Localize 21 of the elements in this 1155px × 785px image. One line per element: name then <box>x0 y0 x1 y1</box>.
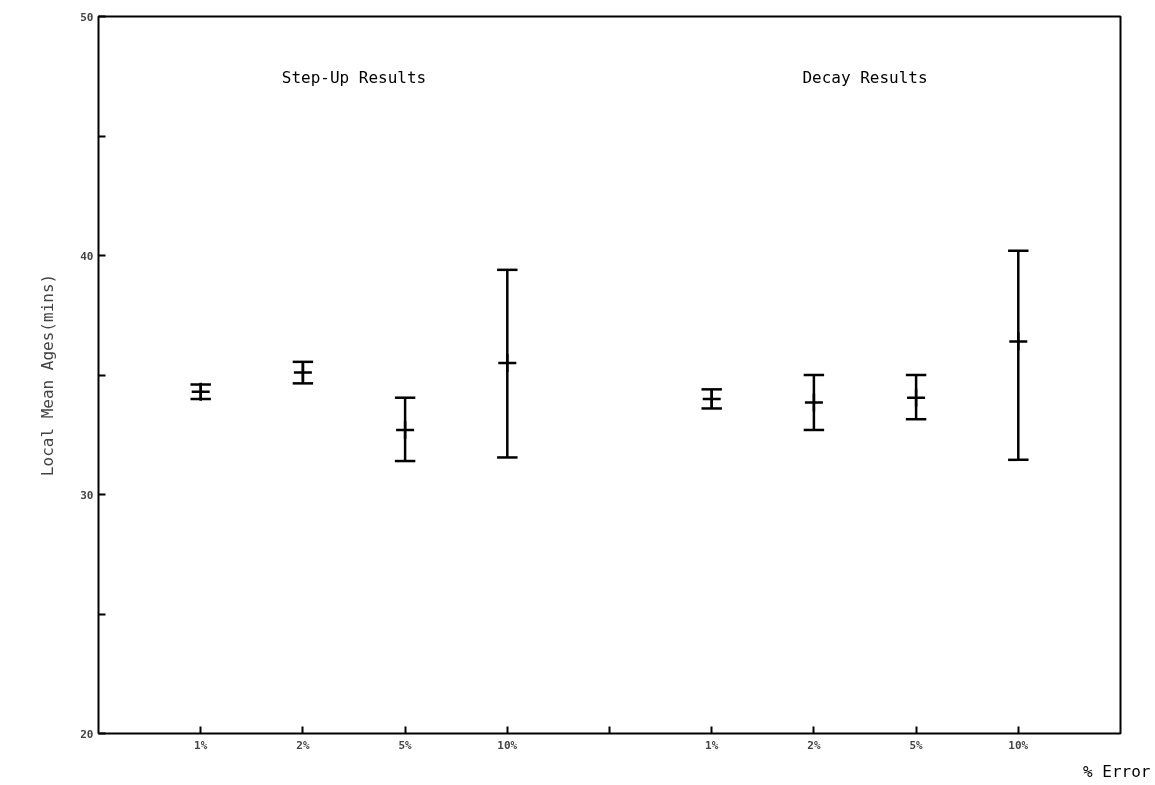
y-axis-title: Local Mean Ages(mins) <box>38 273 58 477</box>
y-tick-label: 50 <box>80 10 94 24</box>
x-tick-label: 1% <box>705 738 719 752</box>
annotation: Step-Up Results <box>281 67 427 87</box>
x-tick-label: 10% <box>1008 738 1029 752</box>
y-tick-label: 40 <box>80 249 94 263</box>
point <box>803 392 825 413</box>
x-tick-label: 2% <box>807 738 821 752</box>
point <box>497 352 518 374</box>
x-axis-title: % Error <box>1083 761 1151 781</box>
annotation: Decay Results <box>802 67 928 87</box>
y-tick-label: 20 <box>80 727 94 741</box>
x-tick-label: 10% <box>497 738 518 752</box>
x-tick-label: 5% <box>398 738 413 752</box>
point <box>1008 331 1029 352</box>
x-tick-label: 1% <box>194 738 208 752</box>
y-tick-label: 30 <box>80 488 94 502</box>
x-tick-label: 2% <box>296 738 310 752</box>
point <box>905 387 927 408</box>
point <box>394 419 416 441</box>
x-tick-label: 5% <box>909 738 924 752</box>
